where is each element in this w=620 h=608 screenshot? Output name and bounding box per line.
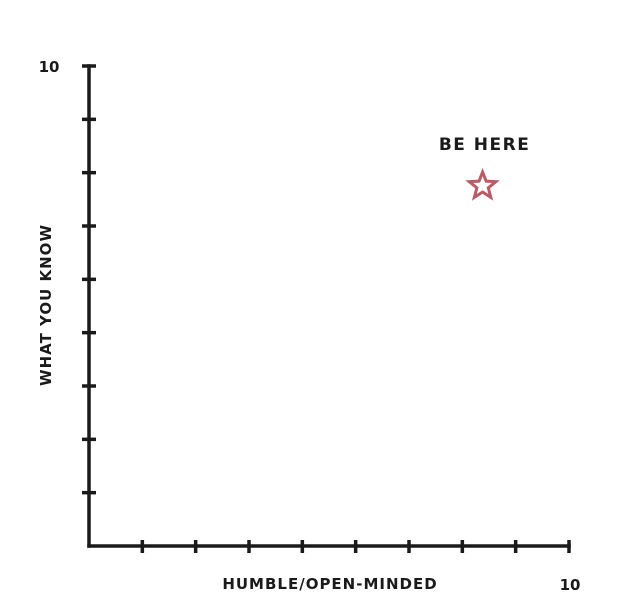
star-marker <box>465 167 500 201</box>
x-axis-label: HUMBLE/OPEN-MINDED <box>222 575 437 593</box>
x-max-label: 10 <box>560 576 581 594</box>
y-max-label: 10 <box>39 58 60 76</box>
point-label: BE HERE <box>439 135 531 155</box>
data-points: BE HERE <box>439 135 531 201</box>
y-axis-label: WHAT YOU KNOW <box>37 224 55 386</box>
